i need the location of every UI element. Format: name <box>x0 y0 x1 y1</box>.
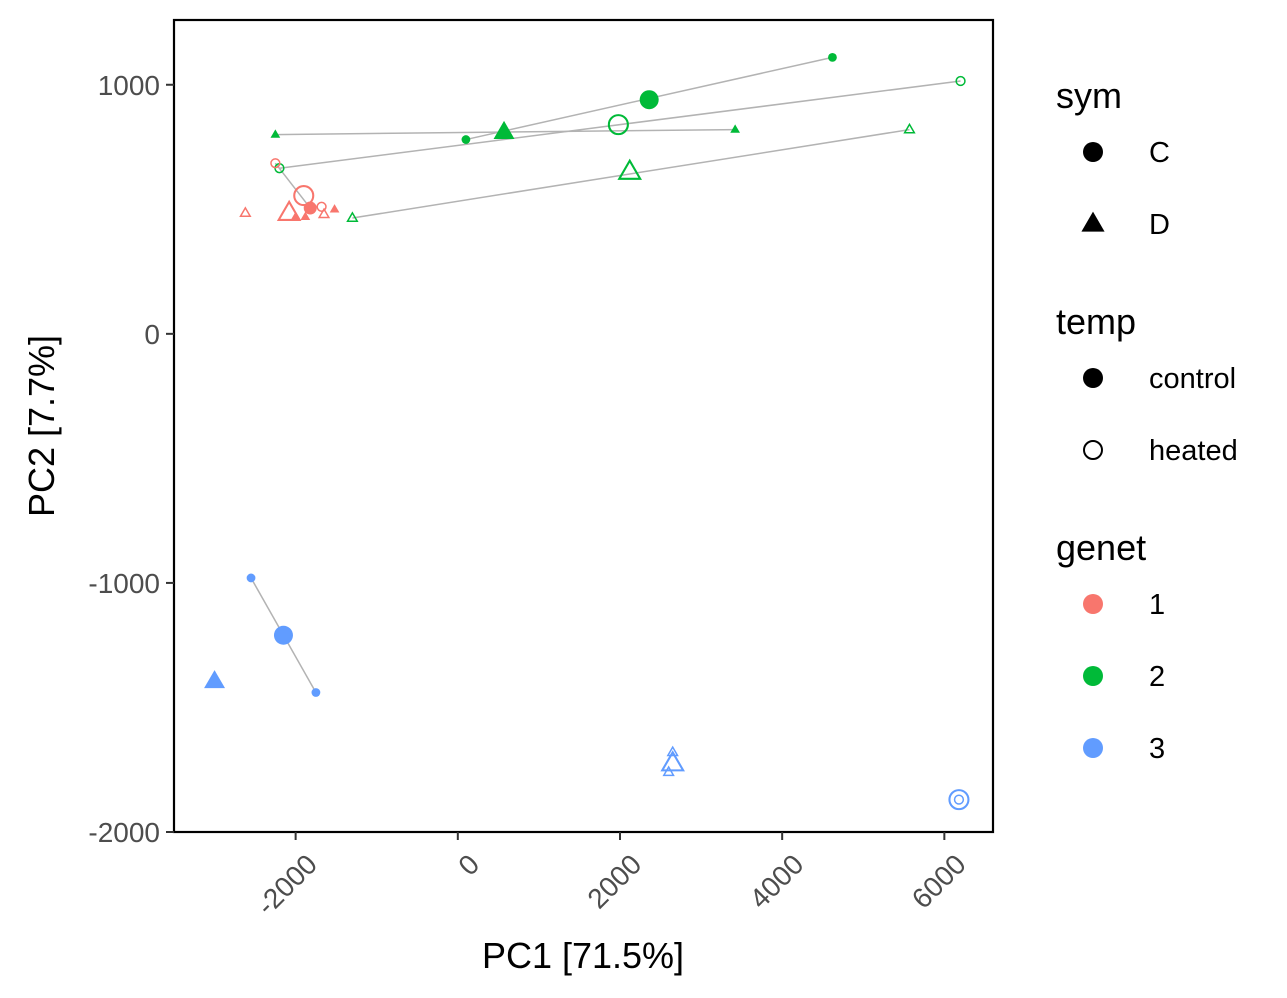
data-point <box>273 625 293 645</box>
legend-label-genet-3: 3 <box>1149 733 1165 765</box>
y-tick-label: -2000 <box>88 817 160 848</box>
data-point <box>329 204 340 213</box>
legend-key-temp-heated <box>1083 440 1103 460</box>
data-point <box>639 90 659 110</box>
data-point <box>317 207 331 219</box>
data-point <box>316 201 327 212</box>
legend-title-sym: sym <box>1056 75 1122 116</box>
data-point <box>290 211 301 220</box>
legend-label-temp-control: control <box>1149 363 1236 395</box>
data-point <box>955 75 966 87</box>
y-axis-title: PC2 [7.7%] <box>21 335 62 517</box>
legend-label-genet-2: 2 <box>1149 661 1165 693</box>
data-point <box>617 158 643 180</box>
y-tick-label: 0 <box>144 319 160 350</box>
x-tick-label: 4000 <box>744 848 810 914</box>
data-point <box>607 114 629 136</box>
x-tick-label: 2000 <box>581 848 647 914</box>
connector-line <box>274 162 311 209</box>
connector-lines <box>250 56 961 693</box>
legend-title-genet: genet <box>1056 527 1146 568</box>
data-point <box>303 201 317 215</box>
data-point <box>948 789 970 811</box>
connector-line <box>279 80 961 169</box>
x-axis: -2000 0 2000 4000 6000 <box>250 832 972 921</box>
x-tick-label: 6000 <box>906 848 972 914</box>
legend-label-sym-D: D <box>1149 209 1170 241</box>
legend-label-sym-C: C <box>1149 137 1170 169</box>
legend-key-genet-3 <box>1083 738 1103 758</box>
y-tick-label: 1000 <box>98 70 160 101</box>
legend-title-temp: temp <box>1056 301 1136 342</box>
data-point <box>270 129 281 138</box>
data-point <box>953 794 965 805</box>
data-point <box>276 199 302 221</box>
data-point <box>311 688 321 697</box>
data-point <box>662 765 675 777</box>
legend-key-genet-2 <box>1083 666 1103 686</box>
plot-panel-border <box>172 18 995 834</box>
legend-label-temp-heated: heated <box>1149 435 1238 467</box>
data-point <box>300 211 311 220</box>
connector-line <box>352 128 910 219</box>
data-point <box>666 745 679 757</box>
legend-key-genet-1 <box>1083 594 1103 614</box>
data-point <box>461 135 471 144</box>
x-tick-label: -2000 <box>250 848 323 921</box>
x-axis-title: PC1 [71.5%] <box>482 935 684 976</box>
data-point <box>828 52 837 62</box>
y-axis: -2000 -1000 0 1000 <box>88 70 174 848</box>
data-point <box>204 670 226 689</box>
data-point <box>293 185 315 207</box>
data-point <box>660 750 685 772</box>
data-point <box>239 206 252 217</box>
legend-key-temp-control <box>1083 368 1103 388</box>
data-point <box>493 120 515 139</box>
data-point <box>246 573 256 583</box>
data-point <box>346 211 359 222</box>
data-points <box>204 52 970 811</box>
legend-key-sym-C <box>1083 142 1103 162</box>
x-tick-label: 0 <box>452 848 485 881</box>
legend-label-genet-1: 1 <box>1149 589 1165 621</box>
legend-key-sym-D <box>1081 211 1105 232</box>
data-point <box>903 122 916 134</box>
y-tick-label: -1000 <box>88 568 160 599</box>
data-point <box>730 124 740 133</box>
data-point <box>270 158 281 169</box>
